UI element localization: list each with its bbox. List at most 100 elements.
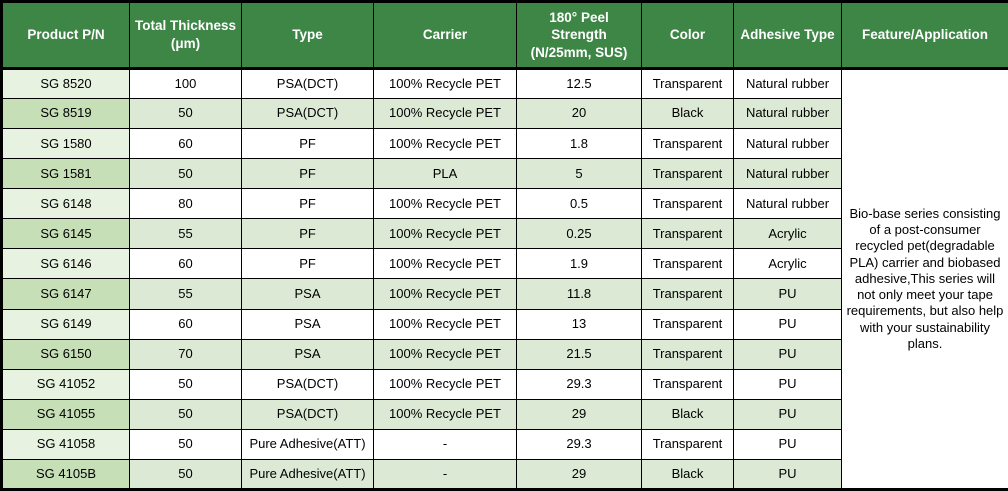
cell-type: PSA(DCT) [241,398,374,430]
cell-thickness: 55 [129,218,242,250]
cell-adhesive-type: Natural rubber [733,128,842,160]
cell-carrier: - [373,458,517,491]
cell-color: Transparent [641,248,734,280]
cell-adhesive-type: Natural rubber [733,158,842,190]
column-header-peel-strength: 180° Peel Strength (N/25mm, SUS) [516,1,642,70]
cell-type: PSA [241,338,374,370]
table-row: SG 6150 70 PSA 100% Recycle PET 21.5 Tra… [1,338,1008,370]
cell-peel-strength: 1.8 [516,128,642,160]
cell-thickness: 70 [129,338,242,370]
cell-color: Black [641,98,734,130]
cell-color: Transparent [641,368,734,400]
cell-color: Transparent [641,428,734,460]
peel-line1: 180° Peel [549,9,609,25]
cell-peel-strength: 12.5 [516,67,642,100]
total-thickness-line2: (μm) [170,36,201,51]
cell-thickness: 60 [129,308,242,340]
cell-thickness: 60 [129,248,242,280]
cell-type: PSA(DCT) [241,67,374,100]
table-row: SG 41055 50 PSA(DCT) 100% Recycle PET 29… [1,398,1008,430]
cell-type: PF [241,248,374,280]
cell-color: Transparent [641,128,734,160]
column-header-carrier: Carrier [373,1,517,70]
cell-thickness: 60 [129,128,242,160]
cell-product-pn: SG 6145 [1,218,130,250]
cell-peel-strength: 11.8 [516,278,642,310]
cell-color: Black [641,398,734,430]
total-thickness-line1: Total Thickness [134,18,237,34]
cell-color: Black [641,458,734,491]
cell-peel-strength: 29.3 [516,368,642,400]
table-row: SG 41058 50 Pure Adhesive(ATT) - 29.3 Tr… [1,428,1008,460]
column-header-total-thickness: Total Thickness (μm) [129,1,242,70]
cell-peel-strength: 0.25 [516,218,642,250]
table-row: SG 6149 60 PSA 100% Recycle PET 13 Trans… [1,308,1008,340]
cell-product-pn: SG 8519 [1,98,130,130]
table-row: SG 6148 80 PF 100% Recycle PET 0.5 Trans… [1,188,1008,220]
cell-adhesive-type: Natural rubber [733,67,842,100]
peel-line3: (N/25mm, SUS) [530,44,628,60]
cell-type: PSA [241,278,374,310]
table-row: SG 4105B 50 Pure Adhesive(ATT) - 29 Blac… [1,458,1008,491]
cell-peel-strength: 29 [516,398,642,430]
cell-adhesive-type: PU [733,428,842,460]
cell-carrier: PLA [373,158,517,190]
cell-peel-strength: 29 [516,458,642,491]
cell-thickness: 50 [129,98,242,130]
cell-carrier: 100% Recycle PET [373,308,517,340]
column-header-feature-application: Feature/Application [841,1,1008,70]
cell-product-pn: SG 41052 [1,368,130,400]
cell-carrier: 100% Recycle PET [373,338,517,370]
cell-thickness: 50 [129,368,242,400]
cell-type: PF [241,158,374,190]
table-row: SG 6145 55 PF 100% Recycle PET 0.25 Tran… [1,218,1008,250]
cell-peel-strength: 13 [516,308,642,340]
cell-adhesive-type: Acrylic [733,218,842,250]
cell-color: Transparent [641,338,734,370]
cell-carrier: 100% Recycle PET [373,278,517,310]
cell-product-pn: SG 41058 [1,428,130,460]
cell-type: Pure Adhesive(ATT) [241,428,374,460]
cell-type: PF [241,188,374,220]
cell-product-pn: SG 1580 [1,128,130,160]
cell-adhesive-type: PU [733,338,842,370]
header-row: Product P/N Total Thickness (μm) Type Ca… [1,1,1008,70]
cell-carrier: 100% Recycle PET [373,128,517,160]
cell-type: PSA [241,308,374,340]
cell-type: PF [241,128,374,160]
cell-thickness: 80 [129,188,242,220]
cell-type: Pure Adhesive(ATT) [241,458,374,491]
cell-peel-strength: 20 [516,98,642,130]
cell-adhesive-type: PU [733,368,842,400]
cell-type: PF [241,218,374,250]
cell-adhesive-type: PU [733,458,842,491]
column-header-type: Type [241,1,374,70]
cell-product-pn: SG 6146 [1,248,130,280]
cell-adhesive-type: PU [733,398,842,430]
cell-feature-application: Bio-base series consisting of a post-con… [841,68,1008,490]
cell-product-pn: SG 41055 [1,398,130,430]
cell-carrier: 100% Recycle PET [373,368,517,400]
cell-thickness: 50 [129,158,242,190]
cell-color: Transparent [641,188,734,220]
column-header-color: Color [641,1,734,70]
cell-carrier: 100% Recycle PET [373,218,517,250]
table-row: SG 6147 55 PSA 100% Recycle PET 11.8 Tra… [1,278,1008,310]
cell-carrier: 100% Recycle PET [373,188,517,220]
cell-product-pn: SG 6149 [1,308,130,340]
cell-carrier: 100% Recycle PET [373,398,517,430]
cell-thickness: 50 [129,428,242,460]
cell-thickness: 55 [129,278,242,310]
cell-peel-strength: 5 [516,158,642,190]
cell-adhesive-type: Natural rubber [733,98,842,130]
cell-carrier: - [373,428,517,460]
cell-product-pn: SG 6150 [1,338,130,370]
cell-color: Transparent [641,67,734,100]
cell-color: Transparent [641,278,734,310]
cell-carrier: 100% Recycle PET [373,248,517,280]
cell-adhesive-type: Natural rubber [733,188,842,220]
cell-thickness: 50 [129,458,242,491]
table-row: SG 1581 50 PF PLA 5 Transparent Natural … [1,158,1008,190]
table-row: SG 8519 50 PSA(DCT) 100% Recycle PET 20 … [1,98,1008,130]
